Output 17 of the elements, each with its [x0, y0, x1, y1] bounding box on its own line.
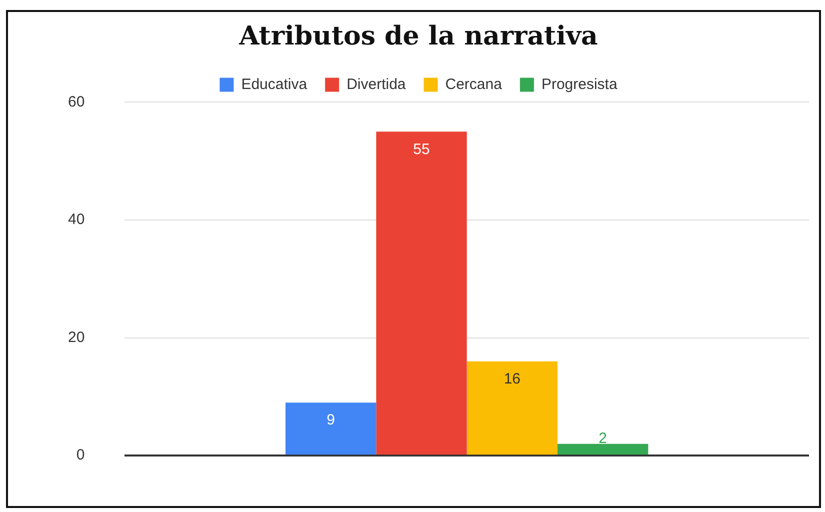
data-label: 2 [598, 430, 608, 447]
bar [376, 132, 467, 455]
data-label: 16 [504, 370, 521, 388]
bar [466, 361, 558, 455]
bar [558, 444, 648, 455]
legend-label: Progresista [541, 76, 618, 93]
bar [286, 402, 376, 455]
legend-label: Educativa [241, 76, 308, 93]
legend-label: Divertida [346, 76, 406, 93]
y-tick-label: 40 [68, 211, 85, 228]
data-label: 9 [326, 412, 336, 429]
chart-title: Atributos de la narrativa [238, 21, 598, 52]
y-tick-label: 20 [68, 328, 85, 346]
y-tick-label: 60 [68, 93, 85, 110]
y-tick-label: 0 [76, 446, 85, 464]
legend-label: Cercana [445, 76, 503, 93]
data-label: 55 [413, 140, 430, 158]
